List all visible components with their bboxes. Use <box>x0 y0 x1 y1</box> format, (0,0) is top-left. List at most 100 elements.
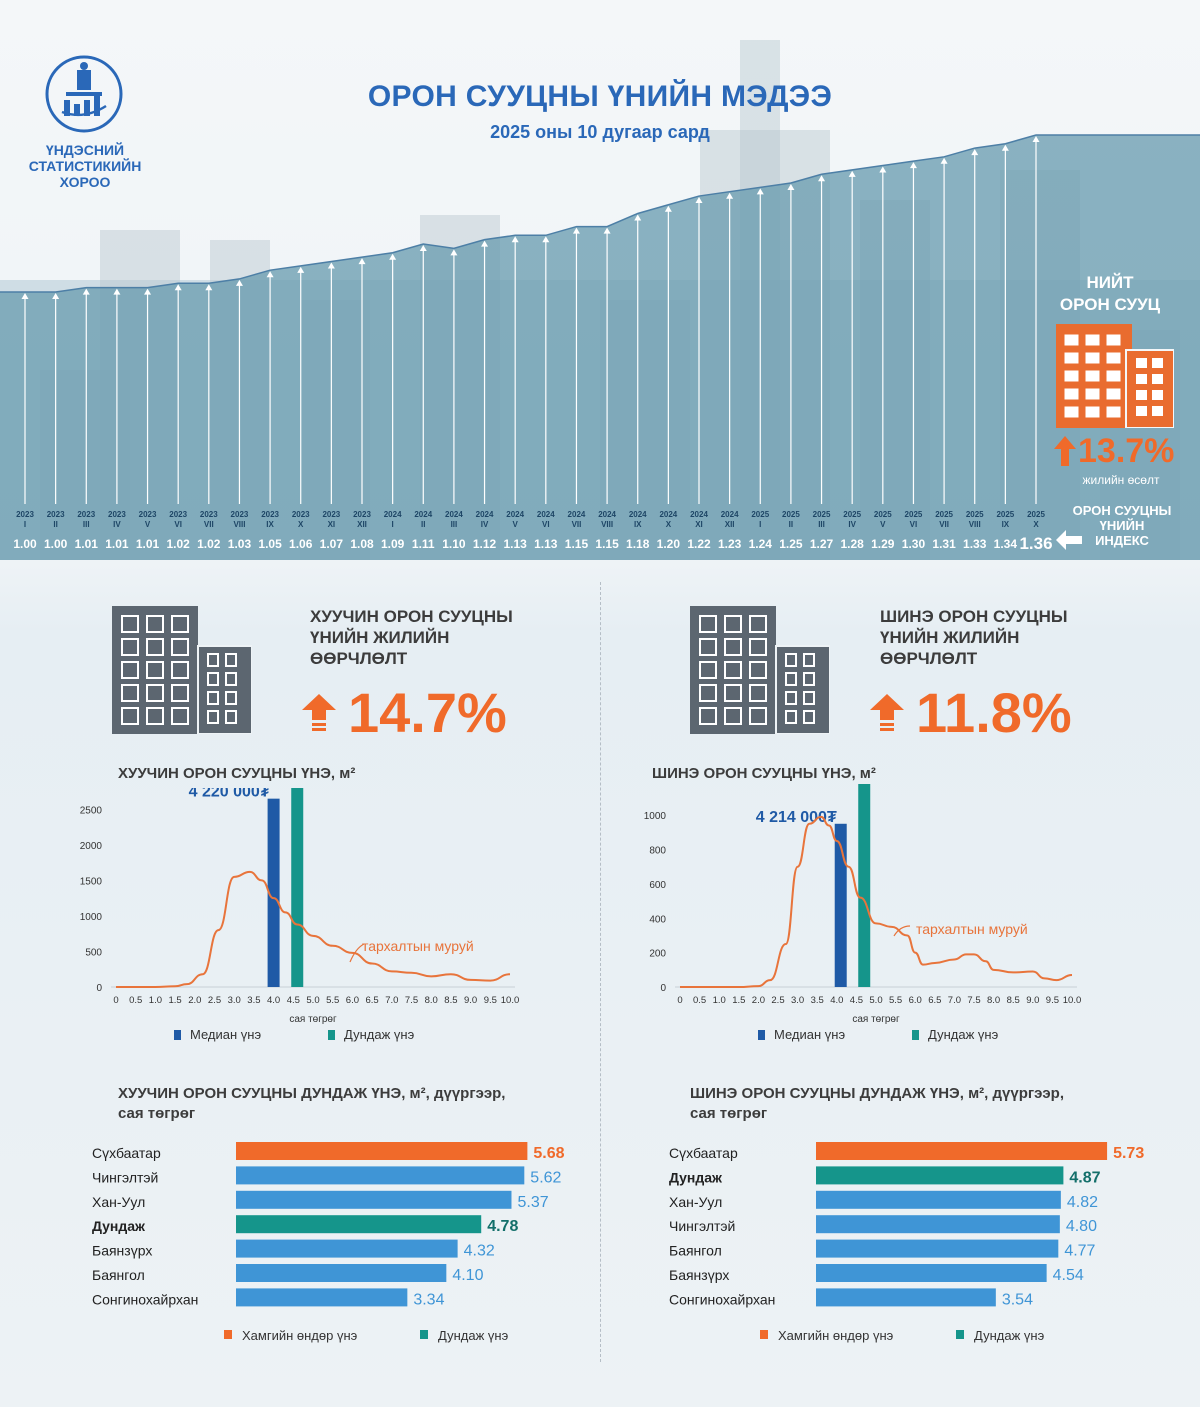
district-bar <box>816 1288 996 1307</box>
window <box>1084 369 1101 383</box>
year-tick-label: 2025 <box>782 510 800 519</box>
heading-line: ШИНЭ ОРОН СУУЦНЫ <box>880 607 1068 626</box>
x-tick-label: 4.5 <box>850 995 863 1006</box>
index-area <box>0 135 1200 560</box>
used-price-title: ХУУЧИН ОРОН СУУЦНЫ ҮНЭ, м² <box>118 765 356 782</box>
district-value-label: 5.37 <box>517 1194 548 1211</box>
new-change-heading: ШИНЭ ОРОН СУУЦНЫ ҮНИЙН ЖИЛИЙН ӨӨРЧЛӨЛТ <box>880 606 1068 669</box>
legend-swatch <box>760 1330 768 1339</box>
legend-label: Хамгийн өндөр үнэ <box>778 1328 894 1343</box>
year-tick-label: 2024 <box>659 510 677 519</box>
x-tick-label: 5.5 <box>889 995 902 1006</box>
x-tick-label: 2.0 <box>752 995 765 1006</box>
month-tick-label: VIII <box>601 520 613 529</box>
price-index-chart: 2023I1.002023II1.002023III1.012023IV1.01… <box>0 40 1200 560</box>
index-value-label: 1.10 <box>442 537 466 551</box>
window <box>171 661 189 679</box>
window <box>699 707 717 725</box>
district-bar <box>236 1239 458 1258</box>
distribution-curve <box>680 815 1073 988</box>
index-label: ОРОН СУУЦНЫ ҮНИЙН ИНДЕКС <box>1062 503 1182 548</box>
district-value-label: 4.77 <box>1064 1243 1095 1260</box>
year-tick-label: 2024 <box>629 510 647 519</box>
window <box>1063 405 1080 419</box>
index-value-label: 1.29 <box>871 537 895 551</box>
used-change-value: 14.7% <box>348 681 507 744</box>
index-value-label: 1.01 <box>105 537 129 551</box>
window <box>1152 358 1163 368</box>
y-tick-label: 2500 <box>80 805 103 816</box>
index-marker-arrow <box>634 214 642 221</box>
window <box>1063 351 1080 365</box>
used-district-title: ХУУЧИН ОРОН СУУЦНЫ ДУНДАЖ ҮНЭ, м², дүүрг… <box>118 1084 505 1124</box>
window <box>1152 406 1163 416</box>
index-marker-arrow <box>848 170 856 177</box>
month-tick-label: V <box>145 520 151 529</box>
month-tick-label: III <box>818 520 825 529</box>
index-marker-arrow <box>1032 136 1040 142</box>
index-marker-arrow <box>542 236 550 243</box>
index-value-label: 1.18 <box>626 537 650 551</box>
month-tick-label: XI <box>695 520 703 529</box>
index-marker-arrow <box>726 192 734 199</box>
y-tick-label: 400 <box>649 914 666 925</box>
index-value-label: 1.01 <box>75 537 99 551</box>
window <box>749 661 767 679</box>
district-bar <box>816 1142 1108 1160</box>
used-district-bar-chart: Сүхбаатар 5.68 Чингэлтэй 5.62 Хан-Уул 5.37 Дун… <box>92 1142 565 1343</box>
legend-swatch <box>224 1330 232 1339</box>
arrow-up-icon <box>870 694 904 731</box>
legend-swatch <box>912 1030 919 1040</box>
month-tick-label: VII <box>572 520 582 529</box>
index-value-label: 1.03 <box>228 537 252 551</box>
district-label: Сонгинохайрхан <box>669 1291 775 1307</box>
index-marker-arrow <box>971 149 979 156</box>
used-price-distribution-chart: 0 500 1000 1500 2000 2500 0 0.5 1.0 1.5 2.0 2.5 3.0 3… <box>80 788 519 1042</box>
year-tick-label: 2023 <box>261 510 279 519</box>
district-label: Чингэлтэй <box>92 1169 158 1185</box>
window <box>225 653 237 667</box>
year-tick-label: 2025 <box>813 510 831 519</box>
window <box>146 638 164 656</box>
year-tick-label: 2025 <box>874 510 892 519</box>
year-tick-label: 2025 <box>905 510 923 519</box>
index-marker-arrow <box>174 284 182 291</box>
window <box>785 653 797 667</box>
window <box>724 707 742 725</box>
index-marker-arrow <box>1001 144 1009 151</box>
month-tick-label: VI <box>174 520 182 529</box>
legend-label: Медиан үнэ <box>774 1027 845 1042</box>
window <box>1084 387 1101 401</box>
window <box>121 638 139 656</box>
window <box>699 661 717 679</box>
window <box>207 672 219 686</box>
index-value-label: 1.24 <box>749 537 773 551</box>
district-bar <box>236 1215 482 1234</box>
window <box>1063 333 1080 347</box>
month-tick-label: VIII <box>969 520 981 529</box>
heading-line: ӨӨРЧЛӨЛТ <box>880 649 978 668</box>
month-tick-label: I <box>392 520 394 529</box>
district-bar <box>236 1288 408 1307</box>
year-tick-label: 2024 <box>690 510 708 519</box>
y-tick-label: 500 <box>85 947 102 958</box>
window <box>724 638 742 656</box>
index-marker-arrow <box>52 293 60 299</box>
x-tick-label: 6.5 <box>365 995 378 1006</box>
month-tick-label: XII <box>357 520 367 529</box>
district-label: Чингэлтэй <box>669 1218 735 1234</box>
index-label-line: ИНДЕКС <box>1095 533 1149 548</box>
hero-section: 2023 I 1.00 2023 II 1.00 2023 III 1.01 2023 IV 1.01… <box>0 0 1200 560</box>
title-line: сая төгрөг <box>118 1105 196 1122</box>
window <box>1084 333 1101 347</box>
window <box>749 684 767 702</box>
window <box>803 710 815 724</box>
year-tick-label: 2023 <box>47 510 65 519</box>
building-gray-icon <box>112 606 252 734</box>
window <box>225 672 237 686</box>
month-tick-label: X <box>666 520 672 529</box>
total-label-line: ОРОН СУУЦ <box>1059 295 1161 314</box>
index-value-label: 1.06 <box>289 537 313 551</box>
title-line: ШИНЭ ОРОН СУУЦНЫ ДУНДАЖ ҮНЭ, м², дүүргээ… <box>690 1085 1065 1102</box>
window <box>785 710 797 724</box>
